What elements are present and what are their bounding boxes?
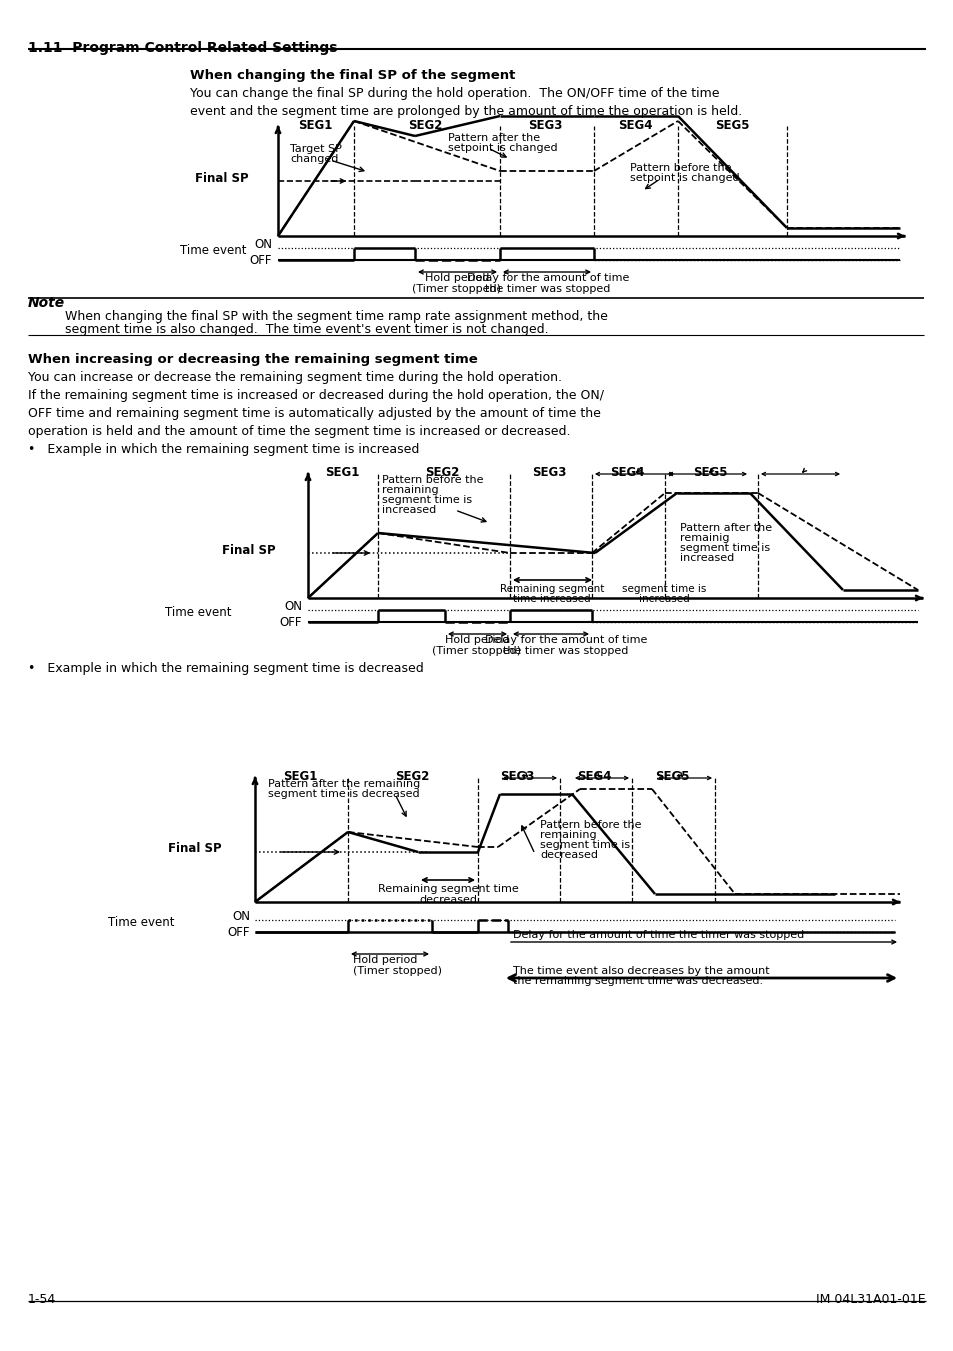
Text: Pattern before the: Pattern before the	[539, 820, 640, 830]
Text: ON: ON	[232, 909, 250, 923]
Text: segment time is also changed.  The time event's event timer is not changed.: segment time is also changed. The time e…	[65, 323, 548, 336]
Text: If the remaining segment time is increased or decreased during the hold operatio: If the remaining segment time is increas…	[28, 389, 603, 403]
Text: Hold period: Hold period	[424, 273, 489, 282]
Text: The time event also decreases by the amount: The time event also decreases by the amo…	[513, 966, 769, 975]
Text: SEG5: SEG5	[692, 466, 726, 480]
Text: Pattern after the: Pattern after the	[679, 523, 771, 534]
Text: SEG1: SEG1	[297, 119, 332, 132]
Text: SEG2: SEG2	[424, 466, 458, 480]
Text: •   Example in which the remaining segment time is decreased: • Example in which the remaining segment…	[28, 662, 423, 676]
Text: SEG3: SEG3	[527, 119, 561, 132]
Text: SEG4: SEG4	[618, 119, 652, 132]
Text: Remaining segment time: Remaining segment time	[377, 884, 517, 894]
Text: Delay for the amount of time: Delay for the amount of time	[466, 273, 629, 282]
Text: increased: increased	[638, 594, 689, 604]
Text: Time event: Time event	[180, 245, 246, 258]
Text: Time event: Time event	[165, 607, 232, 620]
Text: the remaining segment time was decreased.: the remaining segment time was decreased…	[513, 975, 762, 986]
Text: segment time is: segment time is	[381, 494, 472, 505]
Text: Final SP: Final SP	[222, 543, 275, 557]
Text: When increasing or decreasing the remaining segment time: When increasing or decreasing the remain…	[28, 353, 477, 366]
Text: When changing the final SP with the segment time ramp rate assignment method, th: When changing the final SP with the segm…	[65, 309, 607, 323]
Text: setpoint is changed: setpoint is changed	[629, 173, 739, 182]
Text: 1-54: 1-54	[28, 1293, 56, 1306]
Text: SEG2: SEG2	[395, 770, 429, 784]
Text: changed: changed	[290, 154, 338, 163]
Text: SEG4: SEG4	[577, 770, 611, 784]
Text: Final SP: Final SP	[194, 172, 249, 185]
Text: SEG3: SEG3	[531, 466, 565, 480]
Text: Hold period: Hold period	[353, 955, 416, 965]
Text: Hold period: Hold period	[444, 635, 509, 644]
Text: segment time is: segment time is	[539, 840, 630, 850]
Text: SEG1: SEG1	[324, 466, 359, 480]
Text: increased: increased	[679, 553, 734, 563]
Text: SEG5: SEG5	[714, 119, 748, 132]
Text: remaining: remaining	[381, 485, 438, 494]
Text: OFF time and remaining segment time is automatically adjusted by the amount of t: OFF time and remaining segment time is a…	[28, 407, 600, 420]
Text: time increased: time increased	[513, 594, 590, 604]
Text: 1.11  Program Control Related Settings: 1.11 Program Control Related Settings	[28, 41, 337, 55]
Text: Final SP: Final SP	[168, 843, 221, 855]
Text: (Timer stopped): (Timer stopped)	[432, 646, 521, 657]
Text: OFF: OFF	[279, 616, 302, 630]
Text: event and the segment time are prolonged by the amount of time the operation is : event and the segment time are prolonged…	[190, 105, 741, 118]
Text: OFF: OFF	[227, 927, 250, 939]
Text: remainig: remainig	[679, 534, 729, 543]
Text: Pattern before the: Pattern before the	[381, 476, 483, 485]
Text: operation is held and the amount of time the segment time is increased or decrea: operation is held and the amount of time…	[28, 426, 570, 438]
Text: segment time is: segment time is	[621, 584, 705, 594]
Text: SEG3: SEG3	[499, 770, 534, 784]
Text: Pattern after the: Pattern after the	[448, 132, 539, 143]
Text: ON: ON	[253, 238, 272, 250]
Text: decreased: decreased	[539, 850, 598, 861]
Text: Target SP: Target SP	[290, 145, 341, 154]
Text: SEG4: SEG4	[609, 466, 643, 480]
Text: segment time is: segment time is	[679, 543, 769, 553]
Text: You can increase or decrease the remaining segment time during the hold operatio: You can increase or decrease the remaini…	[28, 372, 561, 384]
Text: Pattern before the: Pattern before the	[629, 163, 731, 173]
Text: •   Example in which the remaining segment time is increased: • Example in which the remaining segment…	[28, 443, 419, 457]
Text: Delay for the amount of time the timer was stopped: Delay for the amount of time the timer w…	[513, 929, 803, 940]
Text: the timer was stopped: the timer was stopped	[485, 284, 610, 295]
Text: Delay for the amount of time: Delay for the amount of time	[484, 635, 646, 644]
Text: increased: increased	[381, 505, 436, 515]
Text: IM 04L31A01-01E: IM 04L31A01-01E	[816, 1293, 925, 1306]
Text: Note: Note	[28, 296, 65, 309]
Text: SEG1: SEG1	[282, 770, 316, 784]
Text: You can change the final SP during the hold operation.  The ON/OFF time of the t: You can change the final SP during the h…	[190, 86, 719, 100]
Text: ON: ON	[284, 600, 302, 612]
Text: SEG5: SEG5	[654, 770, 688, 784]
Text: Time event: Time event	[108, 916, 174, 929]
Text: SEG2: SEG2	[407, 119, 442, 132]
Text: the timer was stopped: the timer was stopped	[503, 646, 628, 657]
Text: When changing the final SP of the segment: When changing the final SP of the segmen…	[190, 69, 515, 82]
Text: segment time is decreased: segment time is decreased	[268, 789, 419, 798]
Text: setpoint is changed: setpoint is changed	[448, 143, 558, 153]
Text: OFF: OFF	[250, 254, 272, 267]
Text: Pattern after the remaining: Pattern after the remaining	[268, 780, 420, 789]
Text: decreased: decreased	[418, 894, 476, 905]
Text: (Timer stopped): (Timer stopped)	[353, 966, 441, 975]
Text: Remaining segment: Remaining segment	[499, 584, 603, 594]
Text: (Timer stopped): (Timer stopped)	[412, 284, 501, 295]
Text: remaining: remaining	[539, 830, 596, 840]
